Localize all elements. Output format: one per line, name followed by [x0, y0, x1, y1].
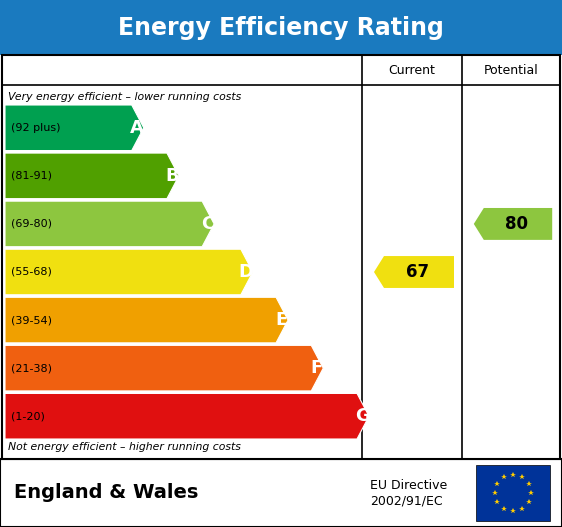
- Text: England & Wales: England & Wales: [14, 483, 198, 503]
- Text: Current: Current: [388, 63, 436, 76]
- Text: Not energy efficient – higher running costs: Not energy efficient – higher running co…: [8, 442, 241, 452]
- Text: 67: 67: [406, 263, 429, 281]
- Text: 80: 80: [505, 215, 528, 233]
- Text: Potential: Potential: [484, 63, 538, 76]
- Text: C: C: [201, 215, 214, 233]
- Polygon shape: [5, 153, 179, 199]
- Polygon shape: [374, 256, 454, 288]
- Text: (92 plus): (92 plus): [11, 123, 61, 133]
- Polygon shape: [5, 345, 323, 391]
- Polygon shape: [5, 297, 288, 343]
- Text: (69-80): (69-80): [11, 219, 52, 229]
- Text: A: A: [130, 119, 144, 137]
- Text: EU Directive
2002/91/EC: EU Directive 2002/91/EC: [370, 479, 447, 507]
- Text: F: F: [311, 359, 323, 377]
- Polygon shape: [474, 208, 552, 240]
- Text: Energy Efficiency Rating: Energy Efficiency Rating: [118, 15, 444, 40]
- Polygon shape: [5, 394, 369, 439]
- Polygon shape: [5, 105, 144, 151]
- Text: (81-91): (81-91): [11, 171, 52, 181]
- Text: D: D: [239, 263, 253, 281]
- Text: E: E: [275, 311, 288, 329]
- Bar: [0, 459, 562, 527]
- Polygon shape: [5, 249, 253, 295]
- Text: (55-68): (55-68): [11, 267, 52, 277]
- Bar: [0, 0, 562, 55]
- Text: G: G: [355, 407, 370, 425]
- Text: (39-54): (39-54): [11, 315, 52, 325]
- Text: Very energy efficient – lower running costs: Very energy efficient – lower running co…: [8, 92, 241, 102]
- Bar: [476, 465, 550, 521]
- Text: B: B: [165, 167, 179, 185]
- Text: (1-20): (1-20): [11, 411, 45, 421]
- Polygon shape: [5, 201, 214, 247]
- Bar: [2, 55, 560, 459]
- Text: (21-38): (21-38): [11, 363, 52, 373]
